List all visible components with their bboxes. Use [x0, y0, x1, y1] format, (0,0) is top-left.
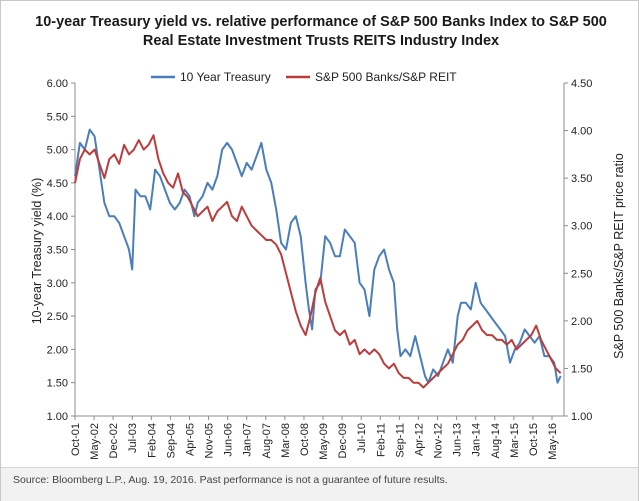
- series-line-banks-reit: [74, 134, 562, 389]
- right-tick-label: 4.00: [571, 126, 592, 138]
- right-tick-label: 2.00: [571, 316, 592, 328]
- x-tick-label: Aug-14: [490, 423, 502, 458]
- x-axis: Oct-01 May-02 Dec-02 Jul-03 Feb-04 Sep-04 Apr-…: [70, 415, 564, 460]
- x-tick-label: Feb-04: [146, 423, 158, 458]
- x-tick-label: Oct-15: [528, 423, 540, 456]
- right-tick-label: 1.50: [571, 363, 592, 375]
- chart-svg: 1.00 1.50 2.00 2.50 3.00 3.50 4.00 4.50 5.00 5.50…: [30, 70, 626, 460]
- legend: 10 Year Treasury S&P 500 Banks/S&P REIT: [151, 70, 457, 84]
- x-tick-label: Jan-14: [471, 423, 483, 457]
- footer-bar: Source: Bloomberg L.P., Aug. 19, 2016. P…: [1, 467, 638, 501]
- plot-area: [75, 83, 564, 416]
- x-tick-label: Oct-08: [299, 423, 311, 456]
- x-tick-label: May-09: [318, 423, 330, 460]
- left-y-axis: 1.00 1.50 2.00 2.50 3.00 3.50 4.00 4.50 5.00 5.50…: [47, 78, 76, 423]
- series-line-treasury: [74, 128, 562, 384]
- x-tick-label: Sep-04: [165, 423, 177, 458]
- x-tick-label: Sep-11: [394, 423, 406, 458]
- x-tick-label: Mar-08: [280, 423, 292, 458]
- left-tick-label: 3.00: [47, 278, 68, 290]
- x-tick-label: Jan-07: [242, 423, 254, 457]
- x-tick-label: Jun-13: [452, 423, 464, 457]
- left-tick-label: 1.00: [47, 411, 68, 423]
- left-tick-label: 3.50: [47, 245, 68, 257]
- left-tick-label: 2.00: [47, 344, 68, 356]
- x-tick-label: Oct-01: [70, 423, 82, 456]
- x-tick-label: Nov-05: [204, 423, 216, 458]
- x-tick-label: May-02: [89, 423, 101, 460]
- x-tick-label: Dec-09: [337, 423, 349, 458]
- x-tick-label: Mar-15: [509, 423, 521, 458]
- x-tick-label: Apr-12: [413, 423, 425, 456]
- x-tick-label: Jun-06: [223, 423, 235, 457]
- left-tick-label: 1.50: [47, 378, 68, 390]
- right-tick-label: 3.00: [571, 221, 592, 233]
- right-tick-label: 4.50: [571, 78, 592, 90]
- left-tick-label: 5.50: [47, 111, 68, 123]
- left-tick-label: 4.00: [47, 211, 68, 223]
- left-tick-label: 4.50: [47, 178, 68, 190]
- legend-label-banks-reit: S&P 500 Banks/S&P REIT: [315, 70, 457, 84]
- x-tick-label: Feb-11: [375, 423, 387, 457]
- chart-title-line1: 10-year Treasury yield vs. relative perf…: [35, 14, 607, 30]
- chart-title: 10-year Treasury yield vs. relative perf…: [21, 13, 621, 51]
- left-tick-label: 2.50: [47, 311, 68, 323]
- left-tick-label: 5.00: [47, 145, 68, 157]
- x-tick-label: Jul-10: [356, 423, 368, 453]
- right-y-axis: 1.00 1.50 2.00 2.50 3.00 3.50 4.00 4.50: [563, 78, 592, 423]
- x-tick-label: Dec-02: [108, 423, 120, 458]
- series-layer: [74, 128, 562, 389]
- legend-label-treasury: 10 Year Treasury: [180, 70, 271, 84]
- chart-title-line2: Real Estate Investment Trusts REITS Indu…: [142, 33, 500, 49]
- x-tick-label: Nov-12: [433, 423, 445, 458]
- x-tick-label: May-16: [547, 423, 559, 460]
- left-tick-label: 6.00: [47, 78, 68, 90]
- y-axis-left-title: 10-year Treasury yield (%): [30, 178, 44, 325]
- x-tick-label: Aug-07: [261, 423, 273, 458]
- x-tick-label: Jul-03: [127, 423, 139, 453]
- right-tick-label: 2.50: [571, 268, 592, 280]
- plot-area-bg: [75, 83, 564, 416]
- x-tick-label: Apr-05: [184, 423, 196, 456]
- source-note: Source: Bloomberg L.P., Aug. 19, 2016. P…: [13, 474, 448, 486]
- right-tick-label: 3.50: [571, 173, 592, 185]
- right-tick-label: 1.00: [571, 411, 592, 423]
- y-axis-right-title: S&P 500 Banks/S&P REIT price ratio: [612, 153, 626, 359]
